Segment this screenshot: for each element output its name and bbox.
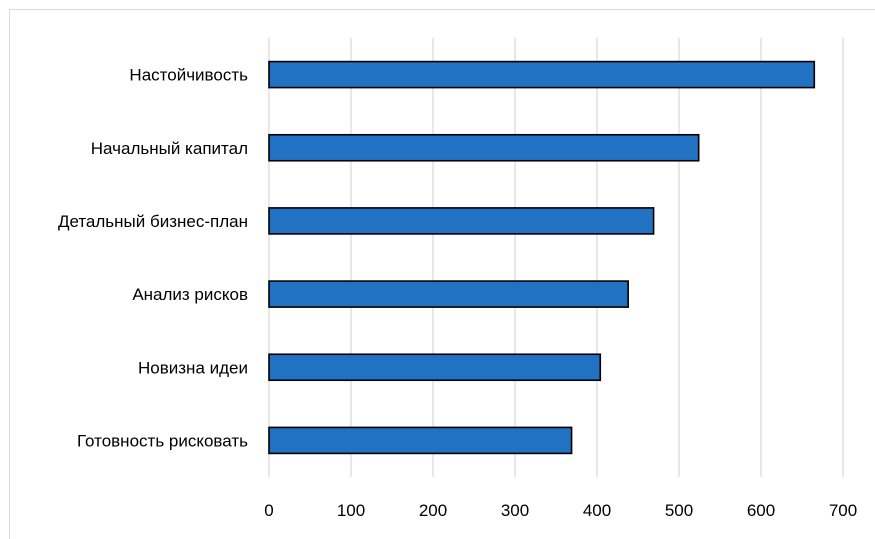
bars <box>268 60 816 455</box>
x-tick-label: 400 <box>583 501 611 520</box>
category-label: Детальный бизнес-план <box>58 212 248 231</box>
bar <box>268 280 629 308</box>
x-tick-label: 100 <box>337 501 365 520</box>
x-tick-label: 500 <box>665 501 693 520</box>
bar <box>268 353 602 382</box>
gridlines <box>268 38 844 477</box>
bar <box>268 426 573 455</box>
bar <box>268 133 700 162</box>
x-tick-label: 700 <box>829 501 857 520</box>
x-tick-labels: 0 100 200 300 400 500 600 700 <box>264 501 857 520</box>
x-tick-label: 0 <box>264 501 273 520</box>
x-tick-label: 600 <box>747 501 775 520</box>
x-tick-label: 200 <box>419 501 447 520</box>
bar <box>268 60 816 89</box>
chart-area <box>9 9 875 539</box>
category-label: Новизна идеи <box>138 358 248 377</box>
category-label: Начальный капитал <box>91 139 248 158</box>
category-label: Настойчивость <box>129 66 248 85</box>
category-labels: Настойчивость Начальный капитал Детальный … <box>58 66 248 451</box>
category-label: Готовность рисковать <box>77 431 248 450</box>
x-tick-label: 300 <box>501 501 529 520</box>
bar <box>268 207 655 235</box>
category-label: Анализ рисков <box>132 285 248 304</box>
